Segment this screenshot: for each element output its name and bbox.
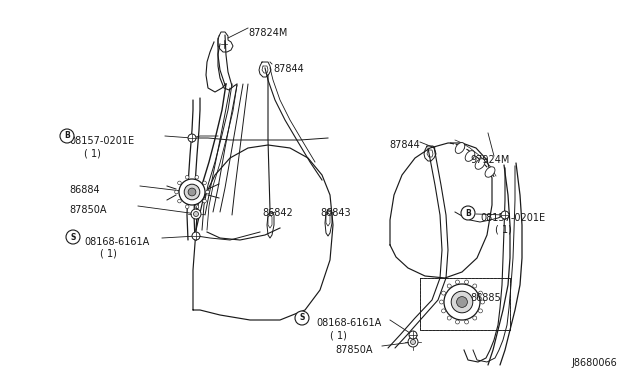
Circle shape: [66, 230, 80, 244]
Circle shape: [465, 280, 468, 284]
Text: 87844: 87844: [389, 140, 420, 150]
Circle shape: [195, 176, 198, 179]
Circle shape: [451, 291, 473, 313]
Circle shape: [409, 331, 417, 339]
Text: ( 1): ( 1): [100, 249, 117, 259]
Text: 86842: 86842: [262, 208, 292, 218]
Circle shape: [501, 211, 509, 219]
Circle shape: [186, 205, 189, 209]
Text: S: S: [70, 232, 76, 241]
Circle shape: [195, 205, 198, 209]
Circle shape: [442, 291, 445, 295]
Ellipse shape: [455, 142, 465, 153]
Circle shape: [442, 309, 445, 313]
Circle shape: [447, 316, 451, 320]
Circle shape: [440, 300, 444, 304]
Circle shape: [205, 190, 209, 194]
Circle shape: [456, 280, 460, 284]
Circle shape: [179, 179, 205, 205]
Circle shape: [188, 188, 196, 196]
Circle shape: [473, 284, 477, 288]
Circle shape: [184, 184, 200, 200]
Text: 87850A: 87850A: [69, 205, 106, 215]
Circle shape: [178, 181, 181, 185]
Circle shape: [295, 311, 309, 325]
Circle shape: [191, 209, 201, 219]
Text: 87844: 87844: [273, 64, 304, 74]
Ellipse shape: [485, 167, 495, 177]
Circle shape: [481, 300, 484, 304]
Ellipse shape: [475, 159, 485, 169]
Circle shape: [461, 206, 475, 220]
Circle shape: [186, 176, 189, 179]
Circle shape: [456, 296, 467, 307]
Text: 08168-6161A: 08168-6161A: [84, 237, 149, 247]
Circle shape: [408, 337, 418, 347]
Circle shape: [60, 129, 74, 143]
Text: 08168-6161A: 08168-6161A: [316, 318, 381, 328]
Circle shape: [479, 291, 483, 295]
Circle shape: [456, 320, 460, 324]
Text: ( 1): ( 1): [84, 148, 101, 158]
Circle shape: [178, 199, 181, 203]
Circle shape: [410, 340, 415, 344]
Circle shape: [193, 212, 198, 217]
Text: 86843: 86843: [320, 208, 351, 218]
Circle shape: [188, 134, 196, 142]
Ellipse shape: [465, 151, 475, 161]
Circle shape: [465, 320, 468, 324]
Circle shape: [203, 199, 206, 203]
Circle shape: [473, 316, 477, 320]
Circle shape: [203, 181, 206, 185]
Text: 87850A: 87850A: [335, 345, 372, 355]
Text: B: B: [465, 208, 471, 218]
Text: B: B: [64, 131, 70, 141]
Text: S: S: [300, 314, 305, 323]
Text: J8680066: J8680066: [571, 358, 617, 368]
Circle shape: [175, 190, 179, 194]
Text: ( 1): ( 1): [495, 225, 512, 235]
Circle shape: [479, 309, 483, 313]
Text: 97924M: 97924M: [470, 155, 509, 165]
Circle shape: [444, 284, 480, 320]
Text: 86885: 86885: [470, 293, 500, 303]
Circle shape: [447, 284, 451, 288]
Text: 87824M: 87824M: [248, 28, 287, 38]
Text: 08157-0201E: 08157-0201E: [69, 136, 134, 146]
Text: ( 1): ( 1): [330, 330, 347, 340]
Circle shape: [192, 232, 200, 240]
Text: 86884: 86884: [69, 185, 100, 195]
Text: 08157-0201E: 08157-0201E: [480, 213, 545, 223]
